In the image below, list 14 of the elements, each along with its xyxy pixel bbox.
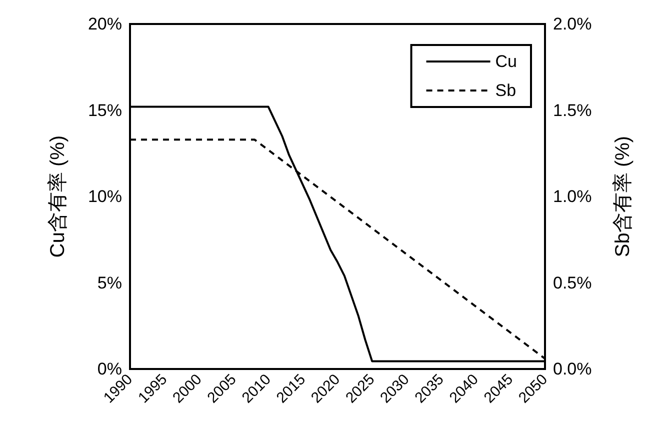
y2-tick-label: 2.0% <box>553 14 592 34</box>
y2-axis-title: Sb含有率 (%) <box>612 136 634 258</box>
legend-label: Cu <box>495 52 518 71</box>
y2-tick-label: 0.0% <box>553 360 592 378</box>
y-axis-title: Cu含有率 (%) <box>47 135 69 258</box>
y2-tick-label: 1.5% <box>553 100 592 120</box>
y-tick-label: 10% <box>88 187 122 206</box>
y2-tick-label: 1.0% <box>553 187 592 206</box>
y-tick-label: 20% <box>88 14 122 34</box>
legend-label: Sb <box>495 81 516 100</box>
y2-tick-label: 0.5% <box>553 273 592 292</box>
y-tick-label: 15% <box>88 100 122 120</box>
y-tick-label: 0% <box>97 360 122 378</box>
y-tick-label: 5% <box>97 273 122 292</box>
